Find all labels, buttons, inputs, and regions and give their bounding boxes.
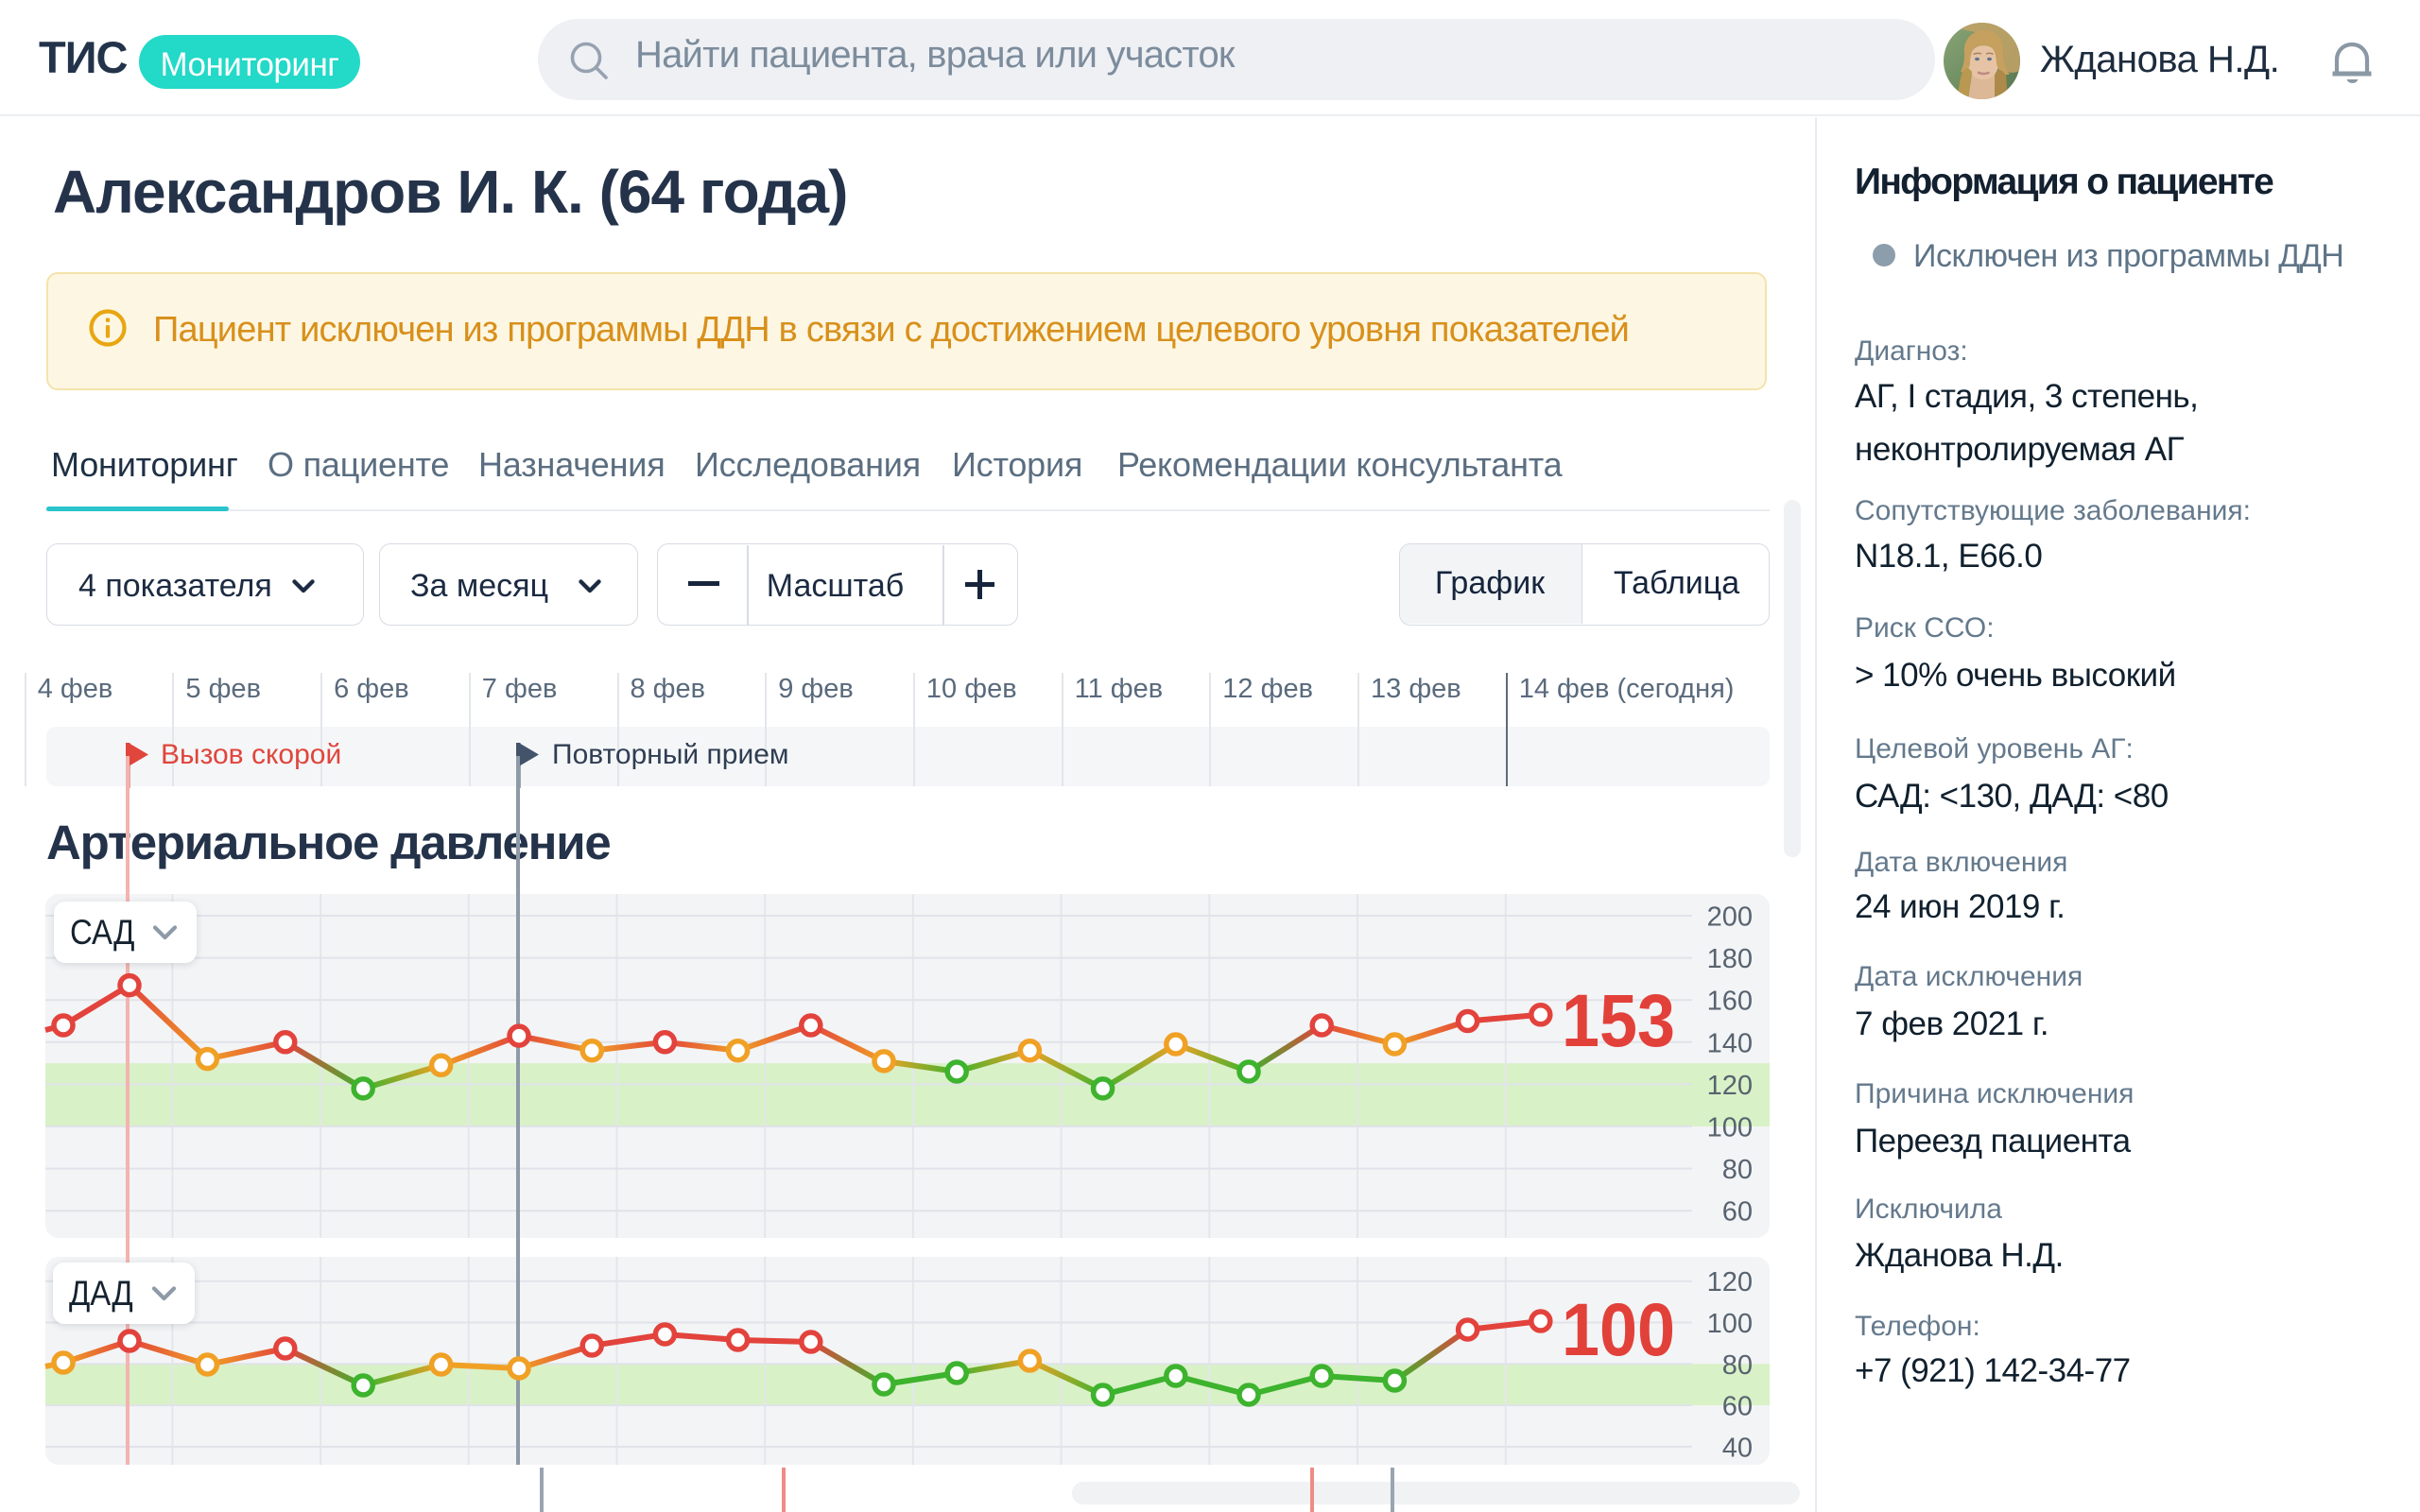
svg-text:100: 100 <box>1707 1113 1753 1143</box>
svg-text:180: 180 <box>1707 944 1753 974</box>
svg-text:153: 153 <box>1562 978 1675 1062</box>
svg-text:40: 40 <box>1722 1433 1753 1463</box>
svg-text:120: 120 <box>1707 1267 1753 1297</box>
svg-text:80: 80 <box>1722 1155 1753 1185</box>
svg-text:100: 100 <box>1562 1287 1675 1371</box>
svg-text:60: 60 <box>1722 1392 1753 1422</box>
svg-text:60: 60 <box>1722 1197 1753 1228</box>
svg-text:140: 140 <box>1707 1028 1753 1058</box>
svg-text:120: 120 <box>1707 1071 1753 1101</box>
svg-text:80: 80 <box>1722 1350 1753 1381</box>
svg-text:100: 100 <box>1707 1309 1753 1339</box>
svg-text:200: 200 <box>1707 902 1753 933</box>
svg-text:160: 160 <box>1707 987 1753 1017</box>
